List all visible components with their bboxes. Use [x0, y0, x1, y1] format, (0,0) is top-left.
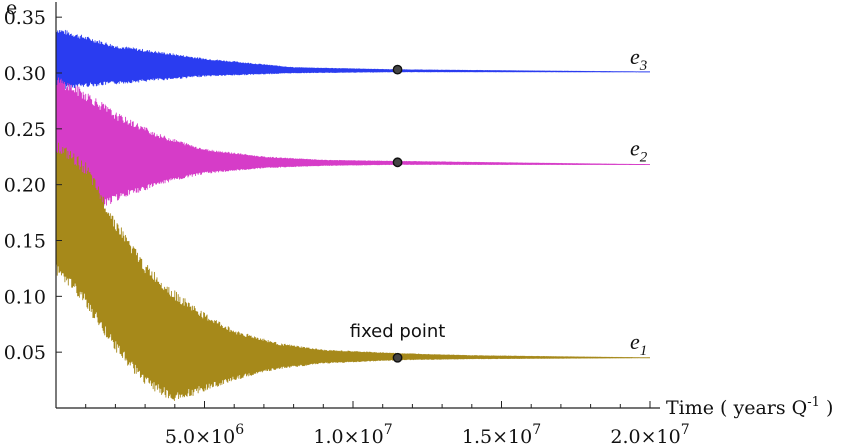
fixed-point-marker [392, 352, 403, 363]
fixed-point-annotation: fixed point [350, 321, 446, 342]
x-tick-label: 5.0×106 [165, 422, 244, 447]
x-tick-label: 1.0×107 [313, 422, 392, 447]
series-label-e1: e1 [630, 329, 647, 359]
ticks-layer: 0.05 0.10 0.15 0.20 0.25 0.30 0.35 5.0×106 1.0×1… [4, 7, 690, 447]
series-e3 [55, 29, 651, 90]
fixed-point-marker [392, 64, 403, 75]
y-tick-label: 0.05 [4, 342, 46, 364]
series-line-e3 [55, 29, 651, 90]
y-tick-label: 0.10 [4, 286, 46, 308]
series-line-e2 [55, 77, 651, 218]
axes-layer: e Time ( years Q-1 ) [6, 0, 833, 419]
series-line-e1 [55, 142, 651, 401]
series-layer [55, 29, 651, 401]
y-tick-label: 0.35 [4, 7, 46, 29]
series-e2 [55, 77, 651, 218]
series-e1 [55, 142, 651, 401]
y-axis-label: e [6, 0, 17, 19]
fixed-point-marker [392, 157, 403, 168]
y-tick-label: 0.20 [4, 175, 46, 197]
series-label-e3: e3 [630, 44, 647, 74]
x-axis-label: Time ( years Q-1 ) [666, 395, 833, 419]
x-tick-label: 2.0×107 [610, 422, 689, 447]
labels-layer: fixed point e3 e2 e1 [350, 44, 648, 359]
y-tick-label: 0.30 [4, 63, 46, 85]
series-label-e2: e2 [630, 136, 648, 166]
marks-layer [392, 64, 403, 363]
x-tick-label: 1.5×107 [462, 422, 541, 447]
y-tick-label: 0.25 [4, 119, 46, 141]
y-tick-label: 0.15 [4, 231, 46, 253]
